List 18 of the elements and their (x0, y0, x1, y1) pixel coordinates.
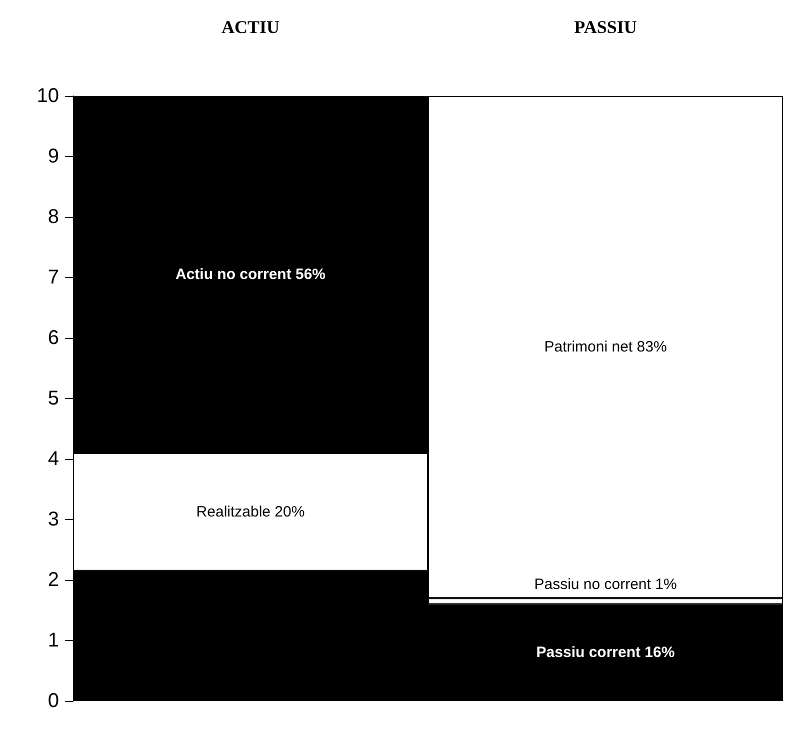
y-tick-label: 6 (48, 327, 59, 349)
y-tick-label: 1 (48, 630, 59, 652)
data-label: Patrimoni net 83% (544, 338, 667, 356)
data-label: Passiu no corrent 1% (534, 576, 677, 594)
x-tick-label: ACTIU (221, 17, 280, 37)
y-tick-label: 4 (48, 448, 59, 470)
x-tick-label: PASSIU (574, 17, 637, 37)
y-tick-label: 7 (48, 266, 59, 288)
y-tick-label: 10 (36, 85, 59, 107)
y-tick-label: 2 (48, 569, 59, 591)
y-tick-label: 5 (48, 388, 59, 410)
y-tick-label: 0 (48, 690, 59, 712)
data-label: Actiu no corrent 56% (175, 266, 326, 283)
y-tick-label: 3 (48, 508, 59, 530)
y-tick-label: 9 (48, 146, 59, 168)
data-label: Realitzable 20% (196, 503, 305, 520)
data-label: Passiu corrent 16% (536, 644, 675, 662)
y-tick-label: 8 (48, 206, 59, 228)
